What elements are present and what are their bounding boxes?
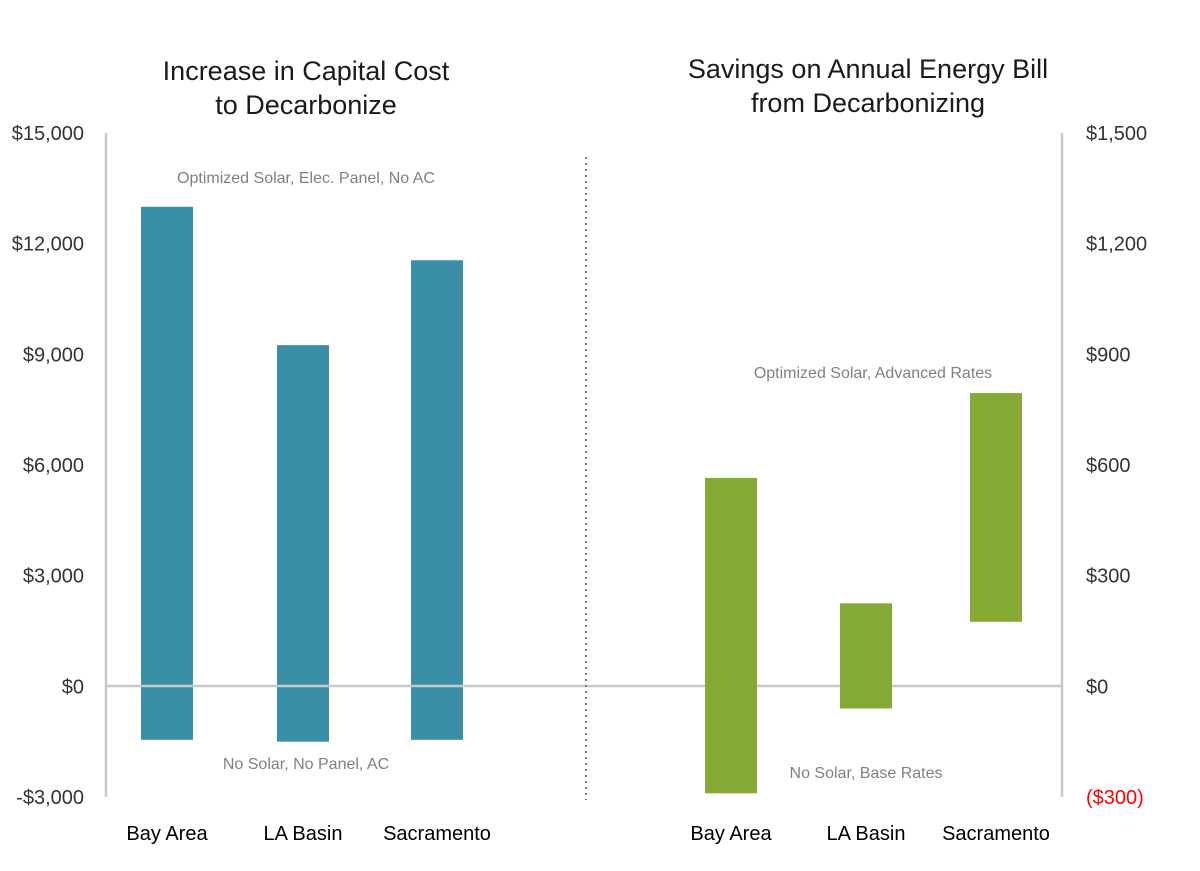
capital-cost-title-line-1: Increase in Capital Cost <box>163 56 450 86</box>
capital-cost-title-line-2: to Decarbonize <box>215 90 397 120</box>
energy-savings-category-label: LA Basin <box>827 823 906 845</box>
energy-savings-category-label: Sacramento <box>942 823 1050 845</box>
capital-cost-category-label: Bay Area <box>126 823 208 845</box>
energy-savings-y-tick-label: $900 <box>1086 344 1131 366</box>
capital-cost-bar-la-basin <box>277 345 329 742</box>
energy-savings-bottom-annotation: No Solar, Base Rates <box>790 765 943 782</box>
capital-cost-bar-bay-area <box>141 206 193 740</box>
capital-cost-y-tick-label: $3,000 <box>23 566 84 588</box>
energy-savings-top-annotation: Optimized Solar, Advanced Rates <box>754 365 992 382</box>
capital-cost-category-label: LA Basin <box>264 823 343 845</box>
capital-cost-category-label: Sacramento <box>383 823 491 845</box>
capital-cost-y-tick-label: -$3,000 <box>16 787 84 809</box>
energy-savings-y-tick-label: $1,200 <box>1086 234 1147 256</box>
capital-cost-bar-sacramento <box>411 260 463 740</box>
energy-savings-y-tick-label: $300 <box>1086 566 1131 588</box>
energy-savings-title-line-2: from Decarbonizing <box>751 88 985 118</box>
energy-savings-title-line-1: Savings on Annual Energy Bill <box>688 54 1048 84</box>
energy-savings-bar-sacramento <box>970 393 1022 622</box>
capital-cost-bottom-annotation: No Solar, No Panel, AC <box>223 756 389 773</box>
energy-savings-y-tick-label: $1,500 <box>1086 123 1147 145</box>
energy-savings-bar-la-basin <box>840 603 892 709</box>
energy-savings-panel: Savings on Annual Energy Bill from Decar… <box>688 54 1147 845</box>
energy-savings-y-tick-label: ($300) <box>1086 787 1144 809</box>
energy-savings-y-tick-label: $600 <box>1086 455 1131 477</box>
capital-cost-y-tick-label: $0 <box>62 676 84 698</box>
energy-savings-bar-bay-area <box>705 477 757 794</box>
capital-cost-top-annotation: Optimized Solar, Elec. Panel, No AC <box>177 170 435 187</box>
capital-cost-panel: Increase in Capital Cost to Decarbonize … <box>12 56 491 845</box>
capital-cost-y-tick-label: $6,000 <box>23 455 84 477</box>
capital-cost-y-tick-label: $15,000 <box>12 123 84 145</box>
energy-savings-y-tick-label: $0 <box>1086 676 1108 698</box>
capital-cost-y-tick-label: $9,000 <box>23 344 84 366</box>
energy-savings-category-label: Bay Area <box>690 823 772 845</box>
capital-cost-y-tick-label: $12,000 <box>12 234 84 256</box>
